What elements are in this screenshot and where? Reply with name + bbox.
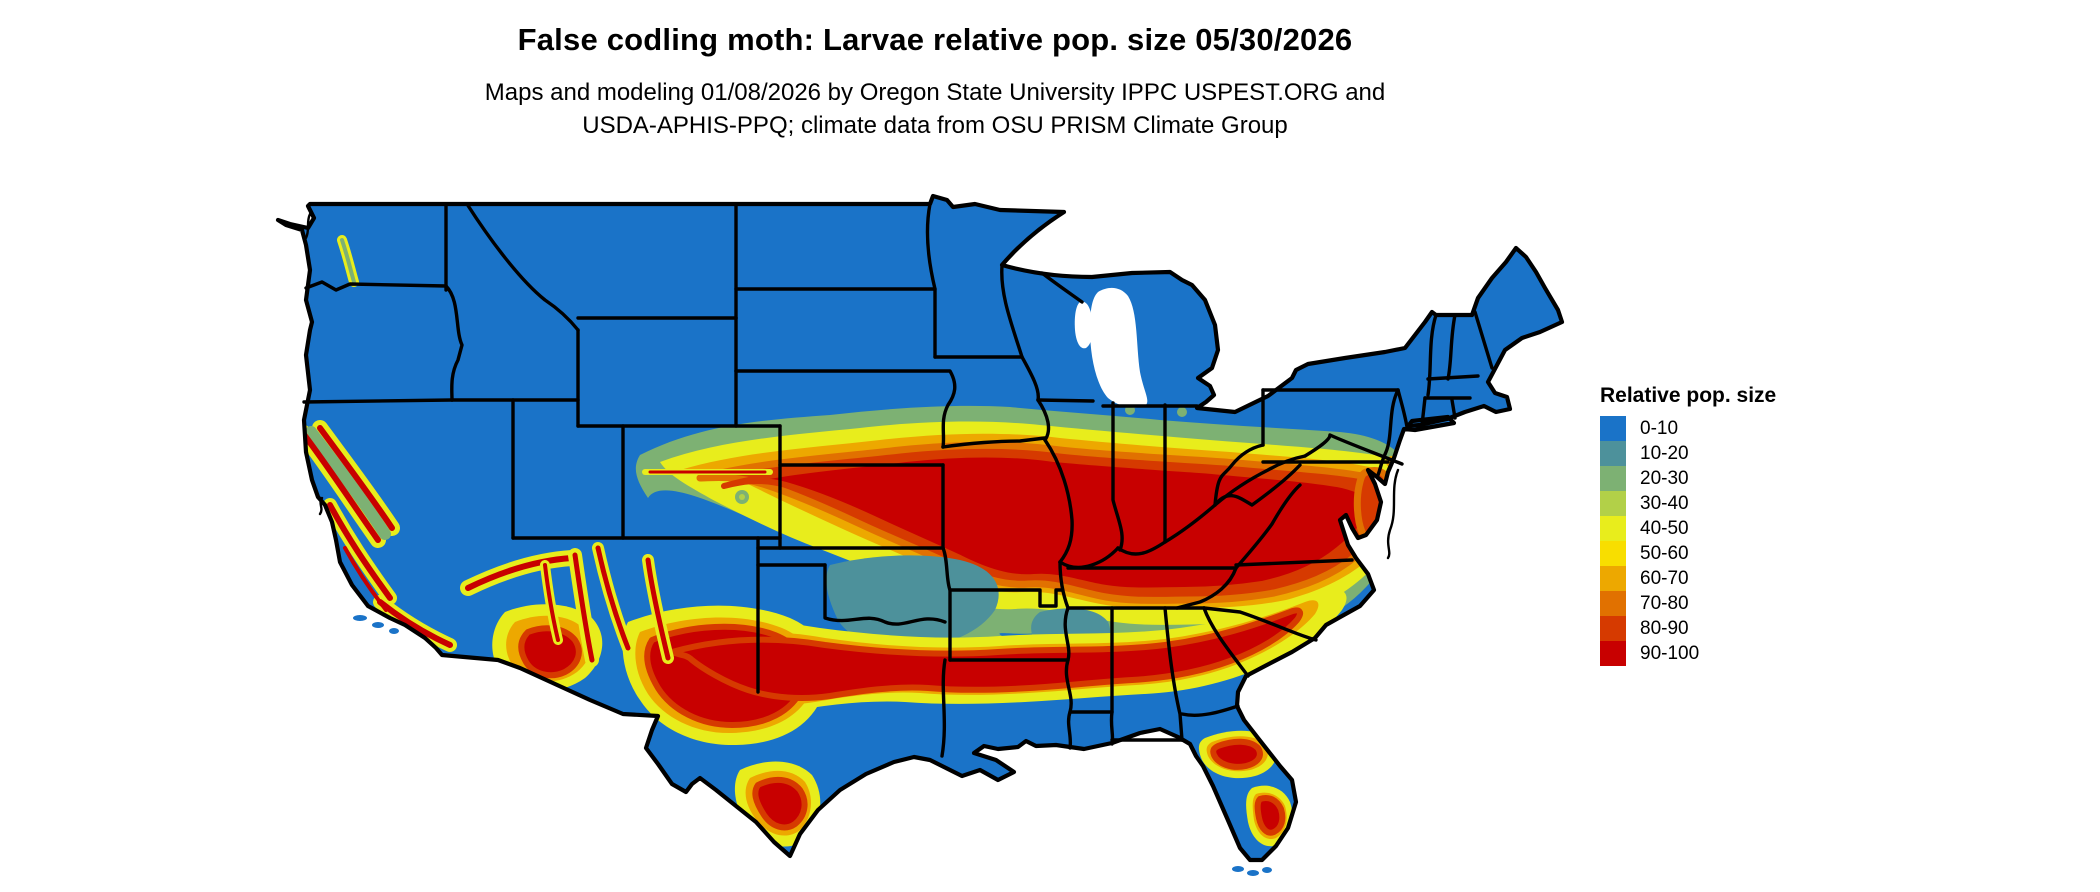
subtitle-line-1: Maps and modeling 01/08/2026 by Oregon S… [484, 79, 1386, 106]
legend-swatch [1600, 491, 1626, 516]
legend-item: 90-100 [1600, 641, 1776, 666]
legend-swatch [1600, 441, 1626, 466]
legend-swatch [1600, 416, 1626, 441]
legend-label: 10-20 [1640, 442, 1689, 464]
legend-rows: 0-10 10-20 20-30 30-40 40-50 50-60 60-70 70-80 8… [1600, 416, 1776, 666]
heat-southwest-streaks [460, 542, 674, 692]
legend-label: 70-80 [1640, 592, 1689, 614]
legend-item: 10-20 [1600, 441, 1776, 466]
legend-swatch [1600, 641, 1626, 666]
legend-swatch [1600, 516, 1626, 541]
page-title: False codling moth: Larvae relative pop.… [517, 22, 1353, 57]
legend-label: 30-40 [1640, 492, 1689, 514]
legend-label: 0-10 [1640, 417, 1679, 439]
lake-michigan [1074, 287, 1148, 408]
legend-swatch [1600, 616, 1626, 641]
legend-item: 30-40 [1600, 491, 1776, 516]
legend-swatch [1600, 466, 1626, 491]
legend-item: 20-30 [1600, 466, 1776, 491]
legend-item: 0-10 [1600, 416, 1776, 441]
islands [353, 615, 1272, 876]
legend-item: 50-60 [1600, 541, 1776, 566]
legend-label: 40-50 [1640, 517, 1689, 539]
legend-item: 40-50 [1600, 516, 1776, 541]
bays [304, 212, 1400, 560]
legend-label: 20-30 [1640, 467, 1689, 489]
legend-label: 50-60 [1640, 542, 1689, 564]
state-borders [302, 202, 1494, 758]
legend-swatch [1600, 541, 1626, 566]
heat-band-southern [622, 589, 1347, 746]
legend-item: 80-90 [1600, 616, 1776, 641]
legend-swatch [1600, 566, 1626, 591]
subtitle-line-2: USDA-APHIS-PPQ; climate data from OSU PR… [582, 112, 1288, 139]
heat-california-streaks [283, 415, 457, 652]
heat-misc-spots [337, 235, 1398, 504]
map-legend: Relative pop. size 0-10 10-20 20-30 30-40 40… [1600, 384, 1776, 666]
legend-item: 60-70 [1600, 566, 1776, 591]
heat-south-texas [734, 761, 821, 847]
page-subtitle: Maps and modeling 01/08/2026 by Oregon S… [235, 76, 1635, 142]
legend-label: 80-90 [1640, 617, 1689, 639]
legend-label: 60-70 [1640, 567, 1689, 589]
legend-title: Relative pop. size [1600, 384, 1777, 407]
heat-florida [1198, 730, 1293, 847]
legend-label: 90-100 [1640, 642, 1700, 664]
legend-swatch [1600, 591, 1626, 616]
legend-item: 70-80 [1600, 591, 1776, 616]
